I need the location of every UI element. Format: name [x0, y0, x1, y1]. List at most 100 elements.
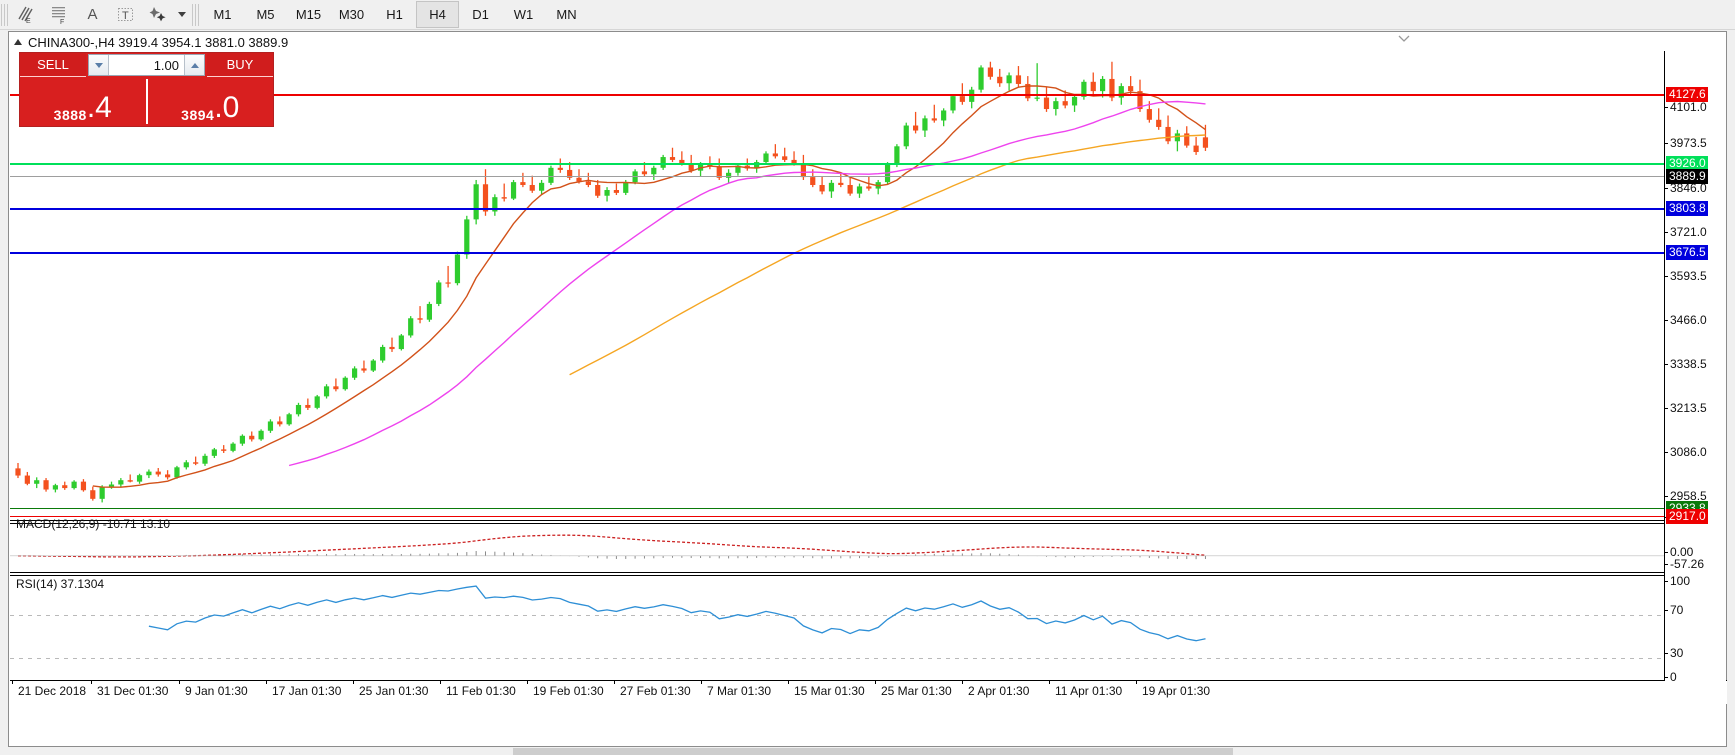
macd-pane-plot[interactable] — [10, 523, 1664, 576]
chart-restore-icon[interactable] — [1397, 33, 1411, 43]
price-macd-separator — [10, 520, 1664, 521]
resistance-level-tag[interactable]: 4127.6 — [1666, 87, 1708, 102]
volume-increase-button[interactable] — [184, 55, 204, 75]
time-axis-label-5: 11 Feb 01:30 — [446, 684, 516, 698]
time-axis-label-13: 19 Apr 01:30 — [1142, 684, 1211, 698]
time-axis-labels: 21 Dec 2018 31 Dec 01:30 9 Jan 01:30 17 Jan… — [10, 680, 1727, 704]
axis-tick-100: 100 — [1665, 574, 1727, 588]
time-axis-tick-3 — [266, 680, 267, 684]
level-line-green[interactable] — [10, 163, 1664, 165]
time-axis[interactable] — [10, 680, 1727, 704]
volume-decrease-button[interactable] — [89, 55, 109, 75]
timeframe-grip[interactable] — [192, 3, 199, 26]
chart-toolbar: E F A T — [0, 0, 1735, 30]
time-axis-tick-2 — [179, 680, 180, 684]
time-axis-label-4: 25 Jan 01:30 — [359, 684, 429, 698]
axis-tick-000: 0.00 — [1665, 545, 1727, 559]
time-axis-label-3: 17 Jan 01:30 — [272, 684, 342, 698]
buy-price-display[interactable]: 3894 .0 — [148, 77, 274, 126]
axis-tick-34660: 3466.0 — [1665, 313, 1727, 327]
time-axis-tick-5 — [440, 680, 441, 684]
sell-price-integer: 3888 — [53, 107, 87, 123]
timeframe-m5[interactable]: M5 — [256, 7, 275, 22]
blue-level-tag-1[interactable]: 3803.8 — [1666, 201, 1708, 216]
toolbar-grip[interactable] — [1, 3, 8, 26]
scrollbar-thumb[interactable] — [513, 748, 1233, 755]
time-axis-label-12: 11 Apr 01:30 — [1055, 684, 1123, 698]
buy-price-integer: 3894 — [181, 107, 215, 123]
fibonacci-icon[interactable]: F — [43, 1, 76, 28]
timeframe-m15[interactable]: M15 — [295, 7, 322, 22]
timeframe-m1[interactable]: M1 — [213, 7, 232, 22]
timeframe-w1[interactable]: W1 — [513, 7, 534, 22]
axis-tick-38460: 3846.0 — [1665, 181, 1727, 195]
timeframe-m30[interactable]: M30 — [338, 7, 365, 22]
axis-tick-37210: 3721.0 — [1665, 225, 1727, 239]
axis-tick-33385: 3338.5 — [1665, 357, 1727, 371]
svg-text:T: T — [122, 10, 129, 22]
timeframe-h1[interactable]: H1 — [386, 7, 403, 22]
resistance-line-red[interactable] — [10, 94, 1664, 96]
rsi-pane-plot[interactable] — [10, 575, 1664, 680]
time-axis-label-2: 9 Jan 01:30 — [185, 684, 248, 698]
axis-tick-39735: 3973.5 — [1665, 136, 1727, 150]
one-click-trading-prices: 3888 .4 3894 .0 — [20, 77, 273, 126]
time-axis-label-10: 25 Mar 01:30 — [881, 684, 952, 698]
support-line-blue-1[interactable] — [10, 208, 1664, 210]
red-level-tag-low[interactable]: 2917.0 — [1666, 509, 1708, 524]
svg-text:F: F — [60, 19, 64, 24]
stop-line-green[interactable] — [10, 508, 1664, 509]
text-label-icon[interactable]: T — [109, 1, 142, 28]
axis-tick-30860: 3086.0 — [1665, 445, 1727, 459]
last-price-line — [10, 176, 1664, 177]
axis-tick-35935: 3593.5 — [1665, 269, 1727, 283]
timeframe-d1[interactable]: D1 — [472, 7, 489, 22]
symbol-ohlc-text: CHINA300-,H4 3919.4 3954.1 3881.0 3889.9 — [28, 34, 289, 50]
sell-button[interactable]: SELL — [20, 53, 86, 77]
one-click-trading-panel: SELL 1.00 BUY 3888 .4 3894 .0 — [19, 52, 274, 127]
axis-tick-0: 0 — [1665, 670, 1727, 684]
buy-price-decimal: .0 — [214, 91, 240, 124]
volume-input[interactable]: 1.00 — [153, 57, 179, 73]
chart-window: CHINA300-,H4 3919.4 3954.1 3881.0 3889.9… — [8, 31, 1727, 747]
macd-indicator-label[interactable]: MACD(12,26,9) -10.71 13.10 — [16, 517, 171, 531]
time-axis-tick-8 — [701, 680, 702, 684]
support-line-blue-2[interactable] — [10, 252, 1664, 254]
time-axis-tick-10 — [875, 680, 876, 684]
time-axis-tick-1 — [91, 680, 92, 684]
sell-price-decimal: .4 — [86, 91, 112, 124]
blue-level-tag-2[interactable]: 3676.5 — [1666, 245, 1708, 260]
time-axis-tick-0 — [12, 680, 13, 684]
axis-tick-70: 70 — [1665, 603, 1727, 617]
price-divider — [145, 79, 148, 124]
time-axis-tick-7 — [614, 680, 615, 684]
equidistant-channel-icon[interactable]: E — [10, 1, 43, 28]
horizontal-scrollbar[interactable] — [8, 748, 1727, 755]
time-axis-tick-9 — [788, 680, 789, 684]
svg-text:E: E — [26, 18, 31, 24]
timeframe-mn[interactable]: MN — [556, 7, 577, 22]
axis-tick-32135: 3213.5 — [1665, 401, 1727, 415]
arrows-shapes-icon[interactable] — [142, 1, 175, 28]
tools-dropdown-chevron-icon[interactable] — [175, 2, 188, 27]
time-axis-label-1: 31 Dec 01:30 — [97, 684, 169, 698]
time-axis-label-0: 21 Dec 2018 — [18, 684, 87, 698]
rsi-indicator-label[interactable]: RSI(14) 37.1304 — [16, 577, 105, 591]
green-level-tag[interactable]: 3926.0 — [1666, 156, 1708, 171]
chart-collapse-triangle-icon[interactable] — [14, 39, 22, 45]
axis-tick-41010: 4101.0 — [1665, 100, 1727, 114]
time-axis-tick-6 — [527, 680, 528, 684]
time-axis-tick-4 — [353, 680, 354, 684]
last-price-tag[interactable]: 3889.9 — [1666, 169, 1708, 184]
level-line-red-low[interactable] — [10, 516, 1664, 517]
text-icon[interactable]: A — [87, 6, 98, 23]
price-pane-plot[interactable] — [10, 51, 1664, 506]
timeframe-h4[interactable]: H4 — [416, 1, 459, 28]
axis-tick-5726: -57.26 — [1665, 557, 1727, 571]
volume-stepper[interactable]: 1.00 — [88, 54, 205, 76]
buy-button[interactable]: BUY — [207, 53, 273, 77]
sell-price-display[interactable]: 3888 .4 — [20, 77, 146, 126]
time-axis-tick-11 — [962, 680, 963, 684]
time-axis-tick-12 — [1049, 680, 1050, 684]
